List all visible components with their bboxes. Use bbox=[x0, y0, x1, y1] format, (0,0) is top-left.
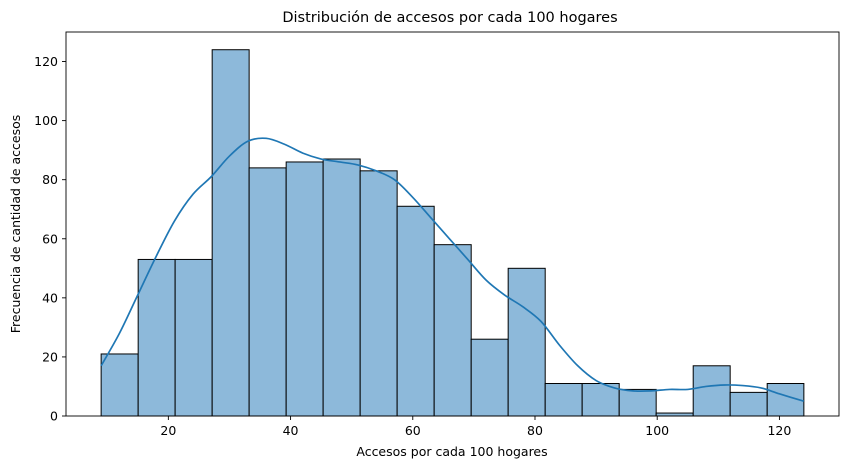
histogram-bar-18 bbox=[729, 391, 768, 417]
histogram-bar-11 bbox=[470, 338, 509, 417]
histogram-bar-1 bbox=[100, 353, 139, 417]
x-tick-label: 80 bbox=[527, 423, 543, 438]
x-tick-label: 120 bbox=[767, 423, 791, 438]
y-tick-label: 40 bbox=[42, 290, 58, 305]
x-tick-label: 100 bbox=[645, 423, 669, 438]
histogram-bar-6 bbox=[285, 161, 324, 417]
y-axis-label: Frecuencia de cantidad de accesos bbox=[8, 115, 23, 334]
kde-line bbox=[100, 137, 805, 403]
histogram-bar-3 bbox=[174, 258, 213, 417]
histogram-bar-17 bbox=[692, 365, 731, 417]
histogram-bar-5 bbox=[248, 167, 287, 417]
bars-group bbox=[100, 49, 805, 417]
histogram-bar-4 bbox=[211, 49, 250, 417]
y-axis-ticks: 0 20 40 60 80 100 120 bbox=[34, 54, 66, 424]
histogram-bar-9 bbox=[396, 205, 435, 417]
x-axis-label: Accesos por cada 100 hogares bbox=[356, 444, 547, 459]
histogram-bar-14 bbox=[581, 383, 620, 417]
x-tick-label: 40 bbox=[283, 423, 299, 438]
y-tick-label: 100 bbox=[34, 113, 58, 128]
x-axis-ticks: 20 40 60 80 100 120 bbox=[160, 416, 791, 438]
axes-frame bbox=[65, 31, 840, 417]
histogram-bar-12 bbox=[507, 267, 546, 417]
y-tick-label: 80 bbox=[42, 172, 58, 187]
y-tick-label: 0 bbox=[50, 409, 58, 424]
plot-frame bbox=[65, 31, 840, 417]
histogram-bar-8 bbox=[359, 170, 398, 417]
histogram-bar-13 bbox=[544, 383, 583, 417]
histogram-bar-15 bbox=[618, 388, 657, 417]
y-tick-label: 120 bbox=[34, 54, 58, 69]
histogram-bar-7 bbox=[322, 158, 361, 417]
x-tick-label: 20 bbox=[160, 423, 176, 438]
chart-title: Distribución de accesos por cada 100 hog… bbox=[282, 10, 617, 26]
histogram-bar-10 bbox=[433, 244, 472, 417]
x-tick-label: 60 bbox=[405, 423, 421, 438]
histogram-bar-2 bbox=[137, 258, 176, 417]
y-tick-label: 60 bbox=[42, 231, 58, 246]
y-tick-label: 20 bbox=[42, 349, 58, 364]
